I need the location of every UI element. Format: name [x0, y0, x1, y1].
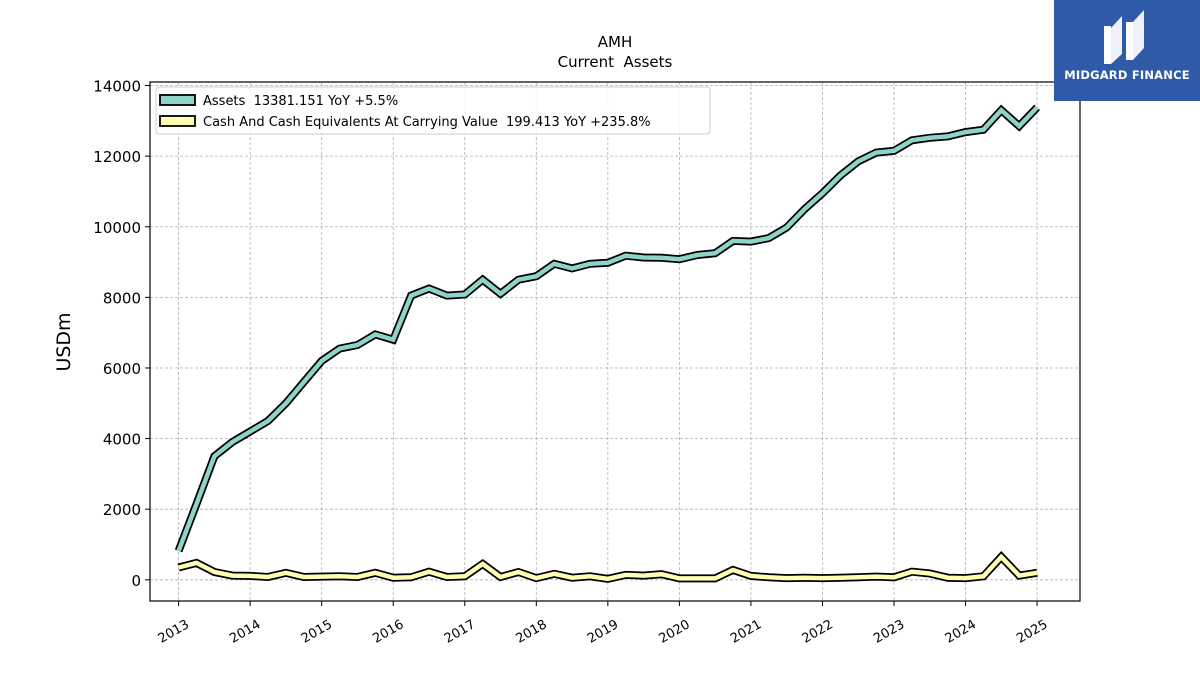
x-tick-label: 2018	[513, 617, 549, 647]
chart-title: AMH	[598, 33, 632, 51]
y-tick-label: 2000	[103, 501, 141, 519]
x-tick-label: 2015	[299, 617, 335, 647]
chart-subtitle: Current Assets	[558, 53, 673, 71]
legend: Assets 13381.151 YoY +5.5% Cash And Cash …	[155, 86, 711, 135]
y-tick-label: 4000	[103, 431, 141, 449]
midgard-logo-icon	[1104, 10, 1144, 64]
series-path	[178, 553, 1038, 582]
x-tick-label: 2014	[227, 617, 263, 647]
y-tick-label: 0	[131, 572, 141, 590]
x-tick-label: 2021	[728, 617, 764, 647]
series-lines	[174, 104, 1040, 583]
x-tick-label: 2025	[1014, 617, 1050, 647]
x-tick-label: 2016	[370, 617, 406, 647]
brand-name: MIDGARD FINANCE	[1064, 68, 1190, 82]
x-tick-label: 2017	[442, 617, 478, 647]
y-axis-ticks: 0 2000 4000 6000 8000 10000 12000 14000	[93, 78, 150, 590]
y-tick-label: 14000	[93, 78, 141, 96]
series-1-line	[174, 104, 1040, 553]
legend-label: Cash And Cash Equivalents At Carrying Va…	[203, 115, 651, 130]
grid-lines	[150, 82, 1080, 601]
x-tick-label: 2019	[585, 617, 621, 647]
x-tick-label: 2013	[156, 617, 192, 647]
legend-swatch	[159, 94, 196, 106]
series-path	[176, 105, 1039, 552]
brand-logo: MIDGARD FINANCE	[1054, 0, 1200, 101]
y-tick-label: 8000	[103, 289, 141, 307]
y-tick-label: 10000	[93, 219, 141, 237]
x-tick-label: 2024	[943, 617, 979, 647]
y-tick-label: 12000	[93, 148, 141, 166]
x-axis-ticks: 2013 2014 2015 2016 2017 2018 2019 2020 2021 2022…	[156, 601, 1050, 647]
x-tick-label: 2022	[800, 617, 836, 647]
x-tick-label: 2020	[657, 617, 693, 647]
legend-box	[155, 86, 711, 135]
plot-area-frame	[149, 81, 1081, 602]
y-axis-label: USDm	[53, 312, 75, 371]
x-tick-label: 2023	[871, 617, 907, 647]
y-tick-label: 6000	[103, 360, 141, 378]
legend-label: Assets 13381.151 YoY +5.5%	[203, 94, 398, 109]
series-2-line	[177, 551, 1038, 583]
legend-swatch	[159, 115, 196, 127]
